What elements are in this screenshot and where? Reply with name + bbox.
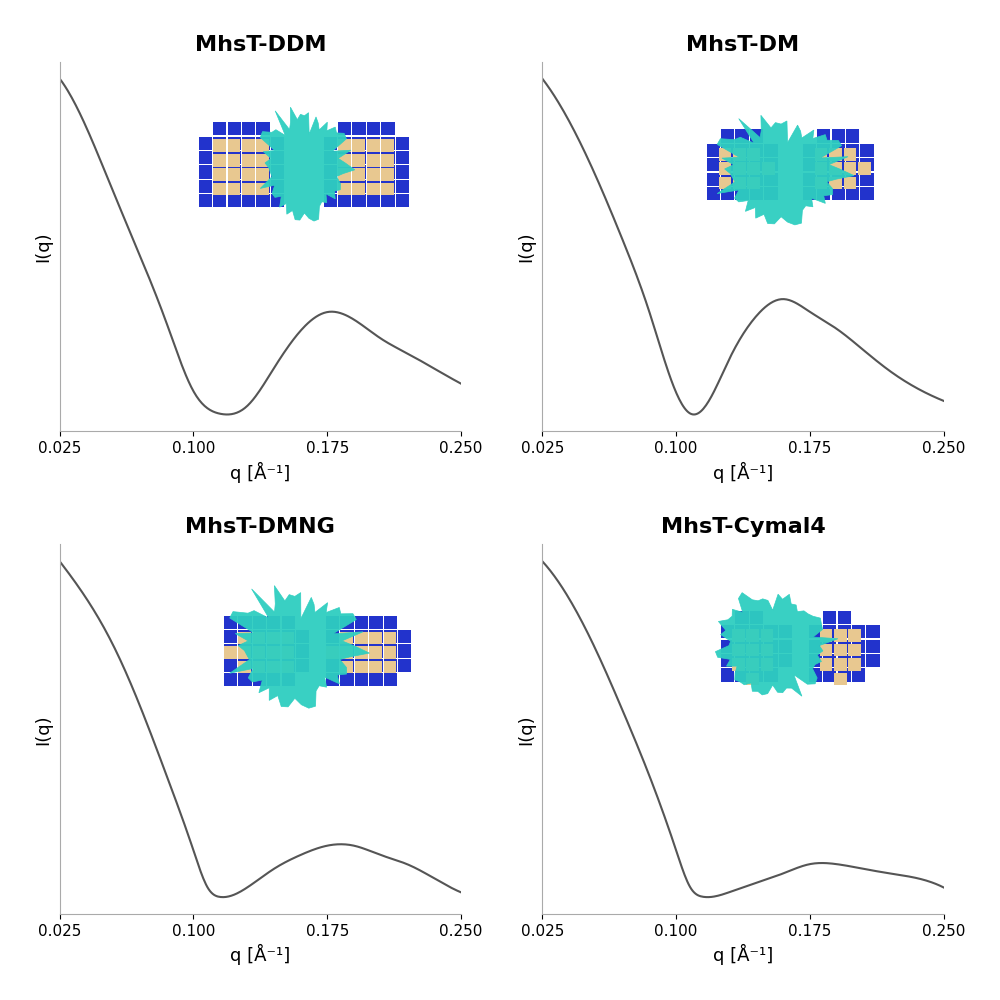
Title: MhsT-Cymal4: MhsT-Cymal4 — [661, 517, 825, 537]
X-axis label: q [Å⁻¹]: q [Å⁻¹] — [230, 944, 290, 965]
X-axis label: q [Å⁻¹]: q [Å⁻¹] — [713, 462, 773, 483]
Y-axis label: I(q): I(q) — [35, 231, 53, 262]
Y-axis label: I(q): I(q) — [35, 714, 53, 745]
Title: MhsT-DMNG: MhsT-DMNG — [185, 517, 335, 537]
Title: MhsT-DM: MhsT-DM — [686, 35, 800, 55]
Y-axis label: I(q): I(q) — [517, 714, 535, 745]
X-axis label: q [Å⁻¹]: q [Å⁻¹] — [230, 462, 290, 483]
Y-axis label: I(q): I(q) — [517, 231, 535, 262]
Title: MhsT-DDM: MhsT-DDM — [195, 35, 326, 55]
X-axis label: q [Å⁻¹]: q [Å⁻¹] — [713, 944, 773, 965]
